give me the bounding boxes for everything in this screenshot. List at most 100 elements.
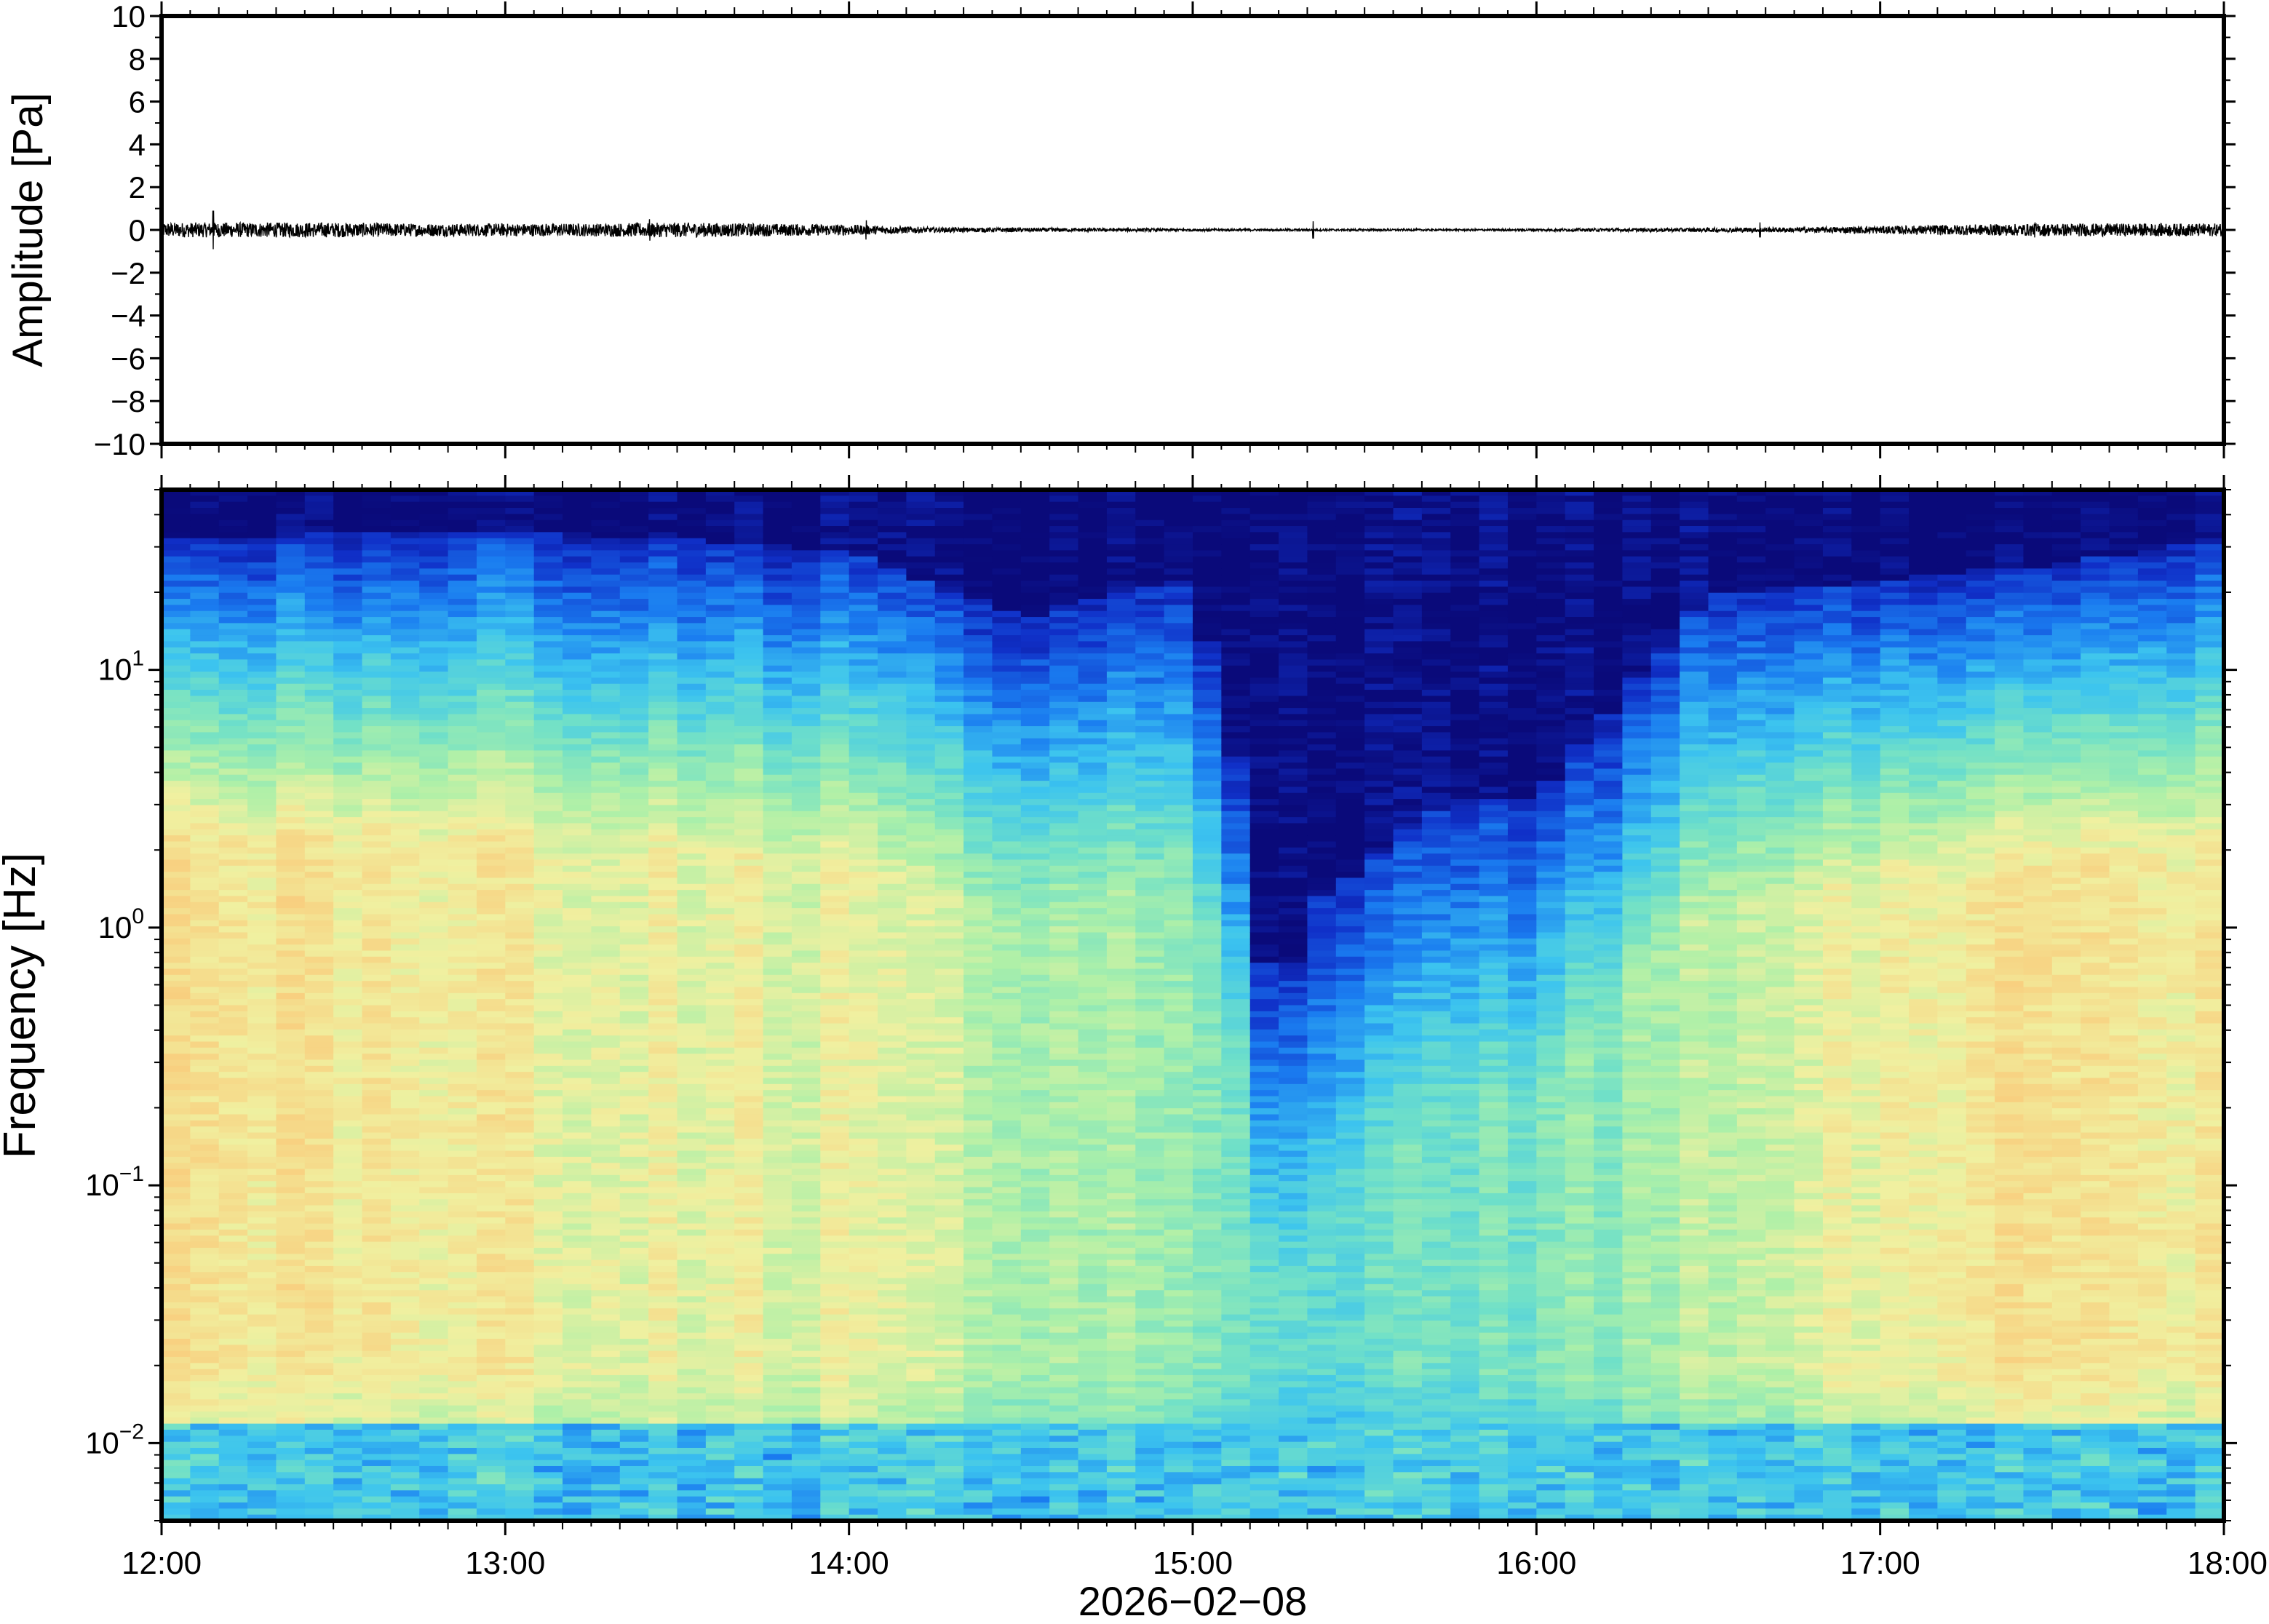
spectrogram-cell (591, 1350, 621, 1358)
spectrogram-cell (763, 829, 792, 836)
spectrogram-cell (419, 605, 449, 612)
spectrogram-cell (333, 1235, 363, 1243)
spectrogram-cell (878, 763, 907, 770)
spectrogram-cell (362, 1472, 392, 1479)
spectrogram-cell (934, 720, 964, 727)
spectrogram-cell (419, 1429, 449, 1436)
spectrogram-cell (591, 1145, 621, 1152)
spectrogram-cell (476, 859, 506, 867)
spectrogram-cell (849, 1145, 878, 1152)
spectrogram-cell (505, 1023, 535, 1030)
spectrogram-cell (304, 526, 334, 533)
spectrogram-cell (563, 763, 592, 770)
spectrogram-cell (304, 1259, 334, 1267)
spectrogram-cell (934, 1278, 964, 1285)
spectrogram-cell (190, 696, 220, 703)
spectrogram-cell (820, 1465, 850, 1473)
spectrogram-cell (648, 877, 678, 885)
spectrogram-cell (906, 1223, 936, 1230)
spectrogram-cell (448, 1338, 477, 1345)
spectrogram-cell (247, 1065, 277, 1072)
spectrogram-cell (533, 901, 563, 909)
spectrogram-cell (162, 1083, 191, 1091)
spectrogram-cell (533, 1302, 563, 1309)
spectrogram-cell (878, 1029, 907, 1036)
spectrogram-cell (190, 926, 220, 934)
spectrogram-cell (648, 690, 678, 696)
spectrogram-cell (906, 1338, 936, 1345)
spectrogram-cell (849, 847, 878, 854)
spectrogram-cell (218, 592, 248, 600)
spectrogram-cell (218, 1387, 248, 1394)
spectrogram-cell (333, 1393, 363, 1400)
spectrogram-cell (276, 1332, 306, 1340)
spectrogram-cell (677, 1454, 707, 1461)
spectrogram-cell (247, 1314, 277, 1321)
spectrogram-cell (362, 781, 392, 788)
spectrogram-cell (304, 1363, 334, 1370)
spectrogram-cell (276, 653, 306, 660)
spectrogram-cell (419, 1254, 449, 1261)
spectrogram-cell (390, 714, 420, 721)
spectrogram-cell (591, 1465, 621, 1473)
spectrogram-cell (247, 1478, 277, 1485)
spectrogram-cell (304, 696, 334, 703)
spectrogram-cell (476, 1156, 506, 1163)
spectrogram-cell (705, 562, 735, 569)
spectrogram-cell (648, 1460, 678, 1467)
spectrogram-cell (419, 763, 449, 770)
spectrogram-cell (677, 774, 707, 781)
spectrogram-cell (705, 1054, 735, 1061)
spectrogram-cell (276, 1065, 306, 1072)
spectrogram-cell (648, 495, 678, 503)
spectrogram-cell (162, 781, 191, 788)
spectrogram-cell (390, 708, 420, 715)
spectrogram-cell (619, 672, 649, 678)
spectrogram-cell (276, 1423, 306, 1430)
spectrogram-cell (276, 665, 306, 672)
spectrogram-cell (705, 1381, 735, 1388)
spectrogram-cell (304, 1235, 334, 1243)
spectrogram-cell (820, 883, 850, 891)
spectrogram-cell (247, 690, 277, 696)
spectrogram-cell (448, 1217, 477, 1225)
spectrogram-cell (591, 829, 621, 836)
spectrogram-cell (763, 1502, 792, 1509)
spectrogram-cell (362, 490, 392, 496)
spectrogram-cell (619, 738, 649, 745)
spectrogram-cell (820, 550, 850, 557)
spectrogram-cell (448, 1145, 477, 1152)
spectrogram-cell (563, 1441, 592, 1449)
spectrogram-cell (247, 938, 277, 945)
spectrogram-cell (906, 690, 936, 696)
spectrogram-cell (390, 896, 420, 903)
spectrogram-cell (533, 1338, 563, 1345)
spectrogram-cell (276, 1205, 306, 1212)
spectrogram-cell (878, 526, 907, 533)
spectrogram-cell (705, 738, 735, 745)
spectrogram-cell (763, 605, 792, 612)
spectrogram-cell (820, 992, 850, 1000)
spectrogram-cell (476, 556, 506, 563)
spectrogram-cell (820, 574, 850, 581)
spectrogram-cell (476, 1193, 506, 1200)
spectrogram-cell (791, 672, 821, 678)
spectrogram-cell (677, 1174, 707, 1182)
spectrogram-cell (419, 677, 449, 685)
spectrogram-cell (791, 787, 821, 794)
spectrogram-cell (247, 956, 277, 963)
spectrogram-cell (934, 901, 964, 909)
spectrogram-cell (276, 1078, 306, 1085)
spectrogram-cell (563, 774, 592, 781)
spectrogram-cell (677, 944, 707, 952)
spectrogram-cell (820, 974, 850, 982)
spectrogram-cell (619, 768, 649, 776)
spectrogram-cell (763, 550, 792, 557)
spectrogram-cell (906, 592, 936, 600)
spectrogram-cell (705, 701, 735, 709)
spectrogram-cell (906, 1283, 936, 1291)
spectrogram-cell (276, 690, 306, 696)
spectrogram-cell (533, 774, 563, 781)
spectrogram-cell (878, 835, 907, 843)
spectrogram-cell (419, 944, 449, 952)
